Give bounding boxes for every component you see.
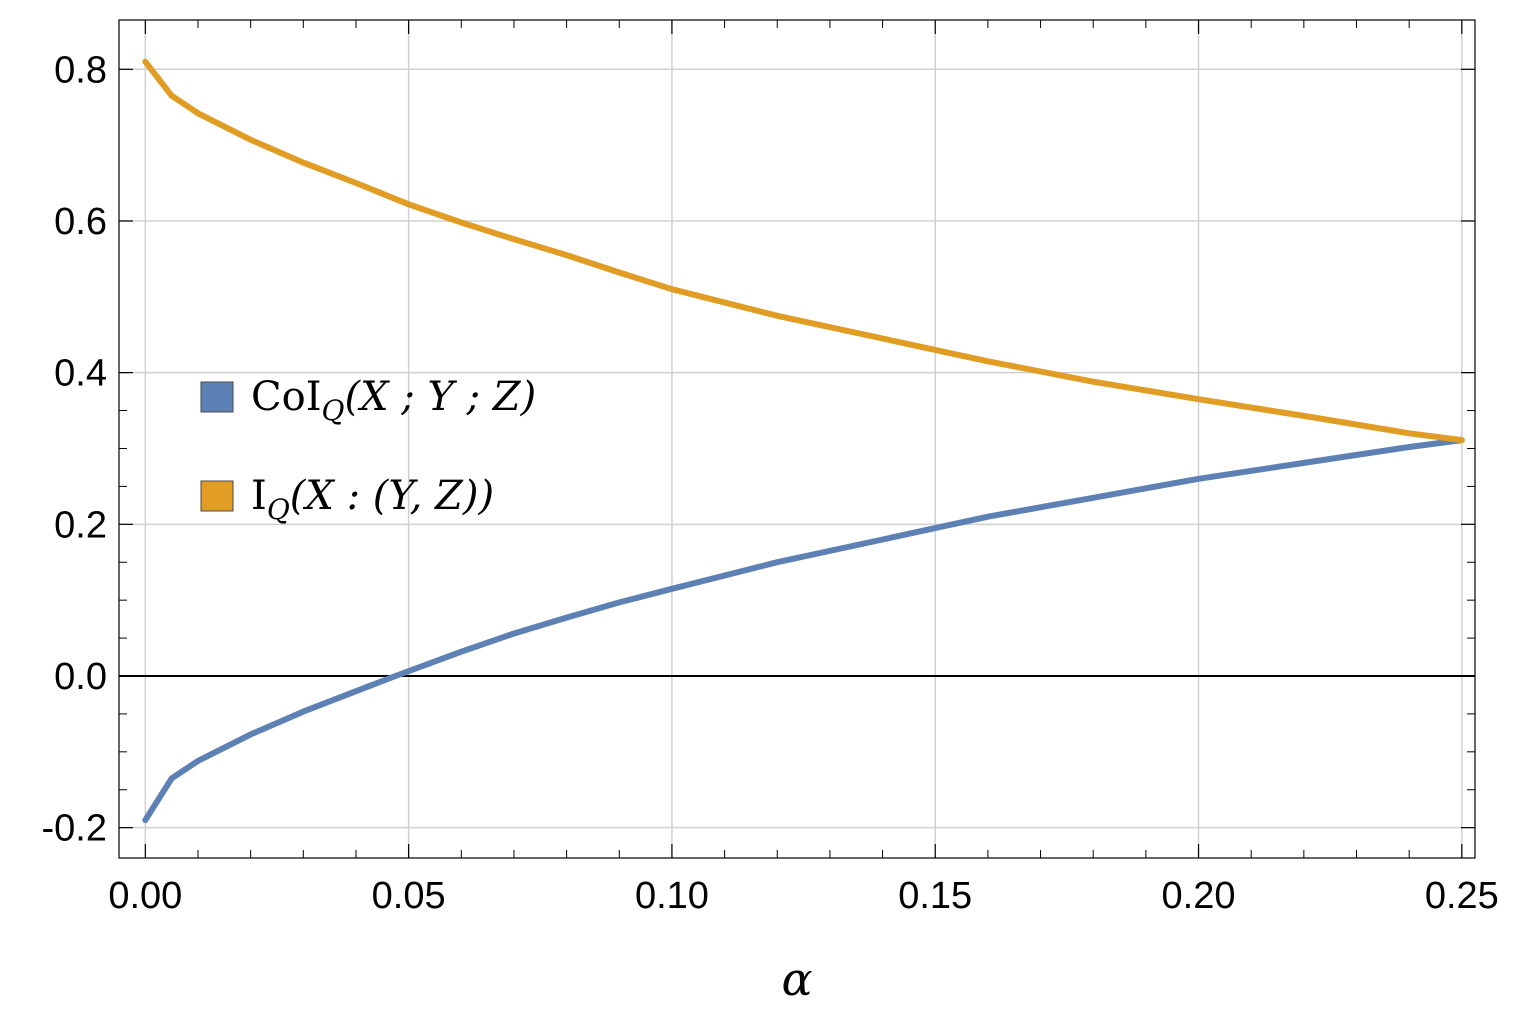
x-tick-label: 0.15 [898,875,972,917]
series-line [142,58,1465,444]
x-tick-label: 0.10 [635,875,709,917]
y-tick-label: 0.8 [54,49,107,91]
y-tick-label: 0.4 [54,353,107,395]
series-group [142,58,1465,824]
y-tick-label: 0.2 [54,504,107,546]
y-tick-labels: -0.2 0.0 0.2 0.4 0.6 0.8 [42,49,107,849]
legend: CoIQ(X ; Y ; Z) IQ(X : (Y, Z)) [200,374,536,526]
grid [119,20,1475,858]
x-axis-label: α [781,952,812,1006]
legend-swatch [200,381,234,413]
x-tick-label: 0.20 [1162,875,1236,917]
ticks [119,20,1475,858]
y-tick-label: 0.6 [54,201,107,243]
plot-frame [118,19,1476,859]
legend-label: CoIQ(X ; Y ; Z) [251,374,536,427]
x-tick-label: 0.00 [108,875,182,917]
y-tick-label: -0.2 [42,808,107,850]
x-tick-label: 0.05 [372,875,446,917]
x-tick-label: 0.25 [1425,875,1499,917]
y-tick-label: 0.0 [54,656,107,698]
legend-swatch [200,480,234,512]
series-line [142,437,1465,824]
legend-label: IQ(X : (Y, Z)) [251,473,494,526]
x-tick-labels: 0.00 0.05 0.10 0.15 0.20 0.25 [108,875,1498,917]
